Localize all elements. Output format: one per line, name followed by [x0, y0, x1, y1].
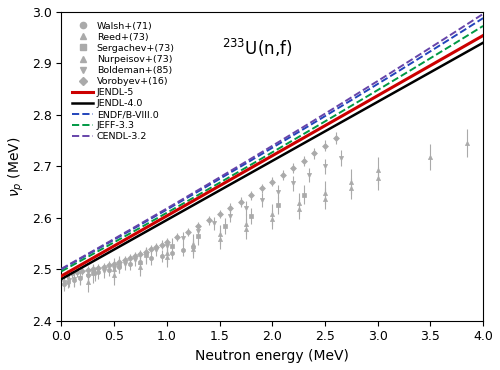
Text: $^{233}$U(n,f): $^{233}$U(n,f) — [222, 37, 292, 59]
Y-axis label: $\nu_p$ (MeV): $\nu_p$ (MeV) — [7, 136, 26, 196]
Legend: Walsh+(71), Reed+(73), Sergachev+(73), Nurpeisov+(73), Boldeman+(85), Vorobyev+(: Walsh+(71), Reed+(73), Sergachev+(73), N… — [70, 20, 176, 143]
X-axis label: Neutron energy (MeV): Neutron energy (MeV) — [196, 349, 349, 363]
